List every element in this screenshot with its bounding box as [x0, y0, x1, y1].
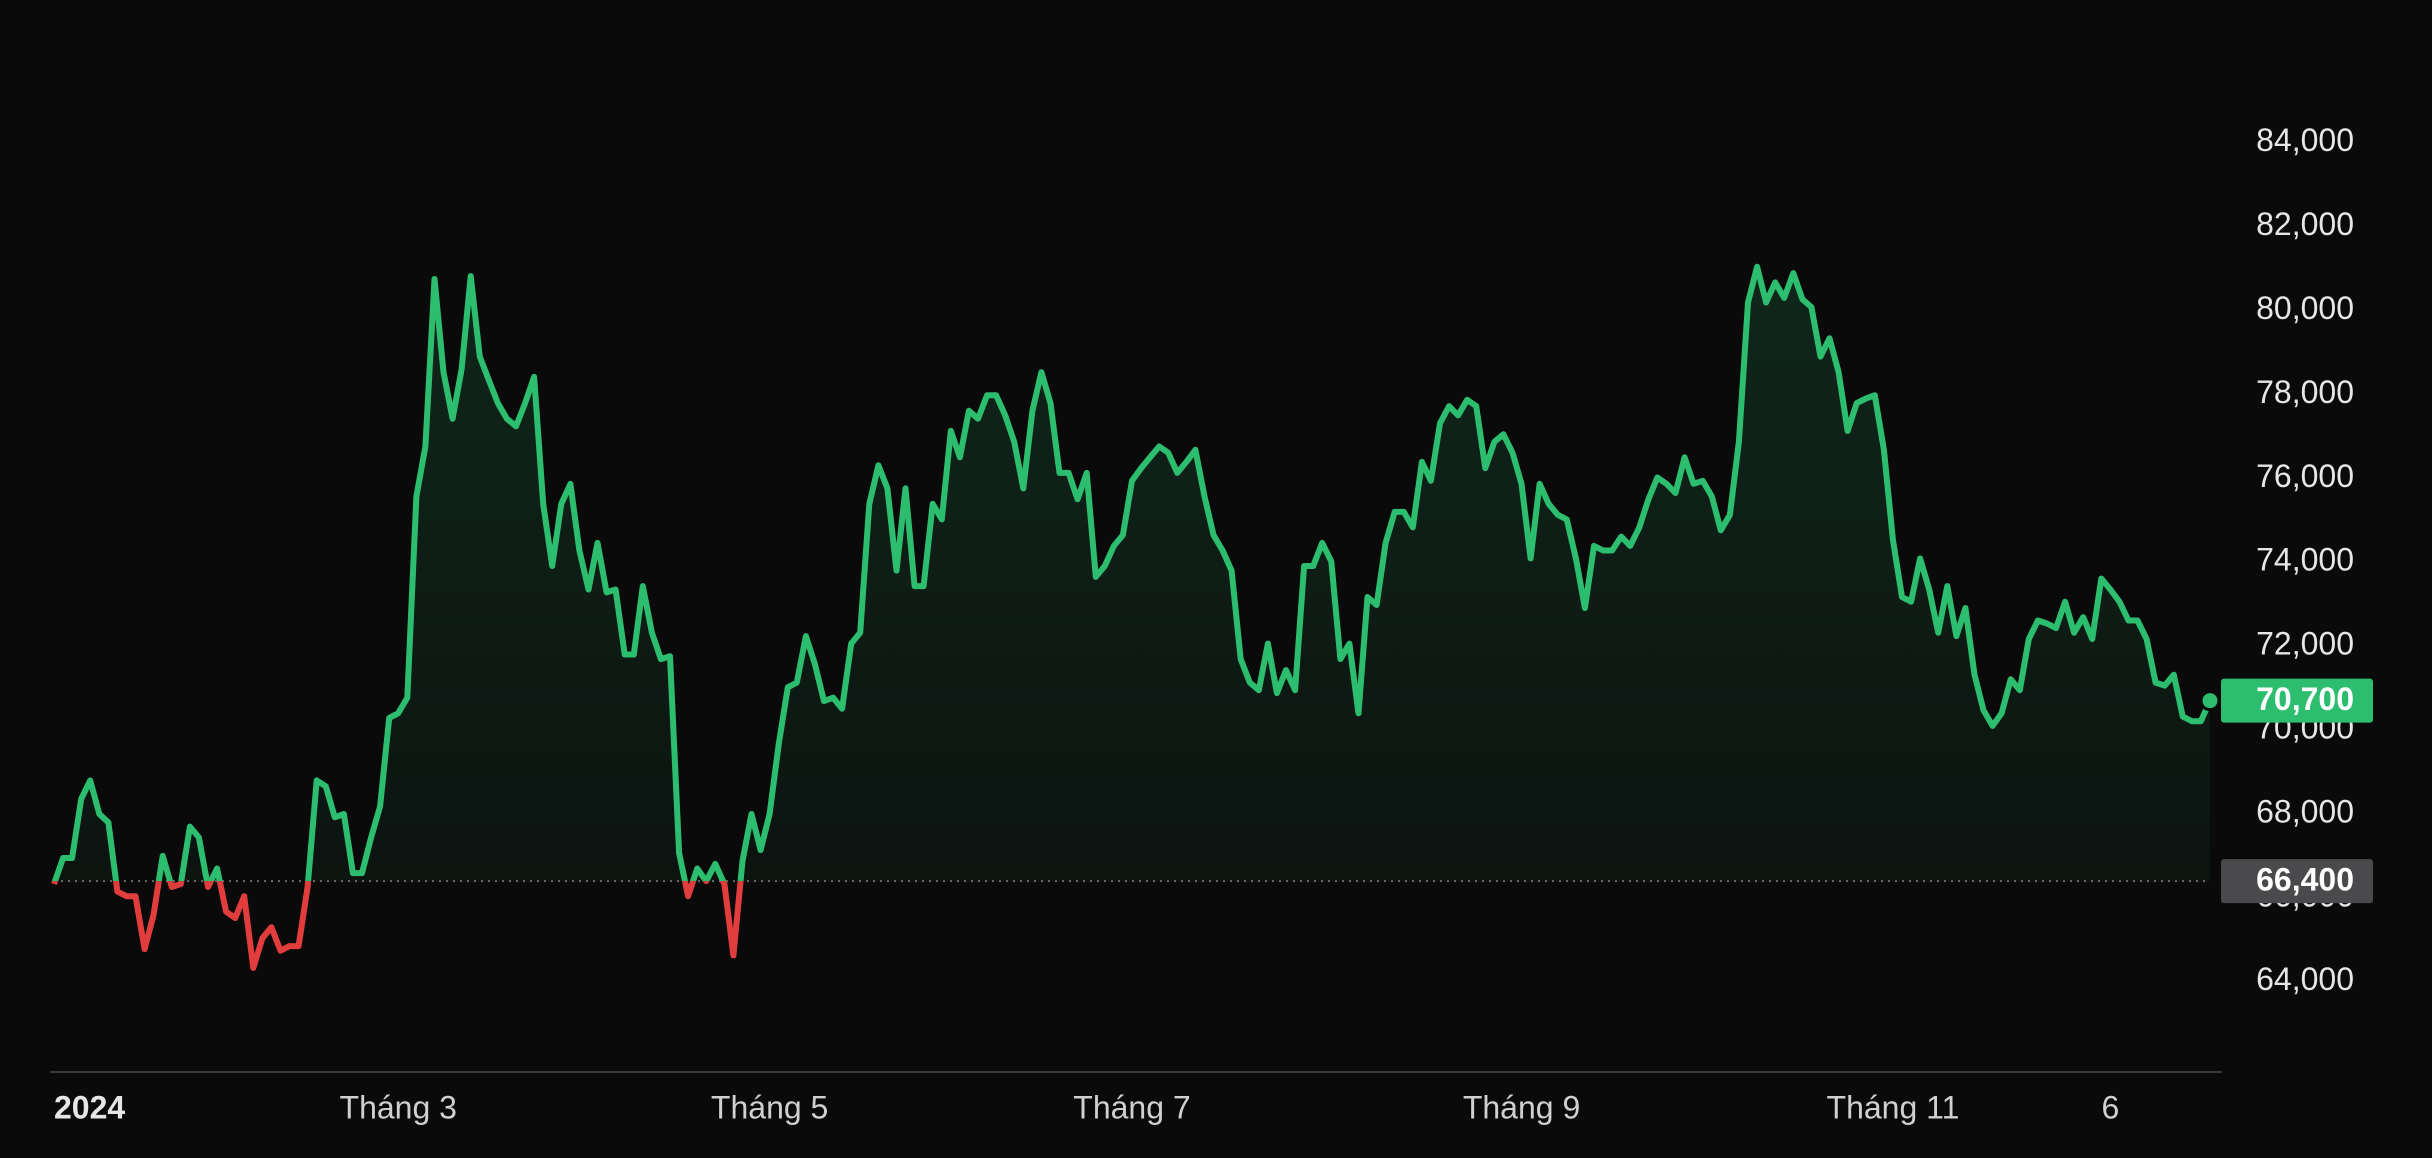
x-tick-label: 2024 — [54, 1089, 125, 1125]
y-tick-label: 68,000 — [2256, 793, 2354, 829]
x-tick-label: Tháng 11 — [1827, 1089, 1960, 1125]
x-tick-label: Tháng 7 — [1073, 1089, 1190, 1125]
x-tick-label: 6 — [2101, 1089, 2119, 1125]
y-tick-label: 76,000 — [2256, 458, 2354, 494]
baseline-label: 66,400 — [2256, 862, 2354, 898]
x-tick-label: Tháng 3 — [340, 1089, 457, 1125]
y-tick-label: 74,000 — [2256, 542, 2354, 578]
y-tick-label: 72,000 — [2256, 626, 2354, 662]
last-price-label: 70,700 — [2256, 681, 2354, 717]
y-tick-label: 80,000 — [2256, 290, 2354, 326]
area-fill — [55, 266, 2210, 882]
x-tick-label: Tháng 9 — [1463, 1089, 1580, 1125]
price-line-up — [51, 263, 2213, 882]
y-tick-label: 84,000 — [2256, 122, 2354, 158]
y-tick-label: 82,000 — [2256, 206, 2354, 242]
y-tick-label: 78,000 — [2256, 374, 2354, 410]
last-point — [2199, 690, 2221, 712]
y-tick-label: 64,000 — [2256, 961, 2354, 997]
last-price-box — [2221, 678, 2373, 723]
x-tick-label: Tháng 5 — [711, 1089, 828, 1125]
baseline-box — [2221, 859, 2373, 904]
